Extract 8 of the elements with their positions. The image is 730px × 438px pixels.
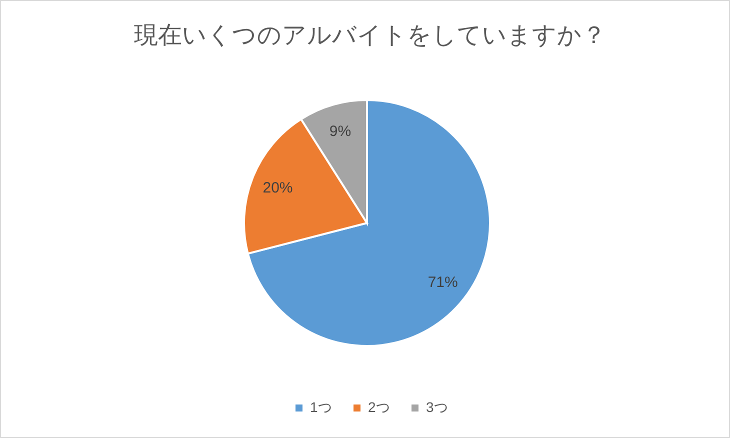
legend-label: 2つ	[368, 399, 390, 415]
legend-label: 3つ	[426, 399, 448, 415]
data-label: 9%	[329, 122, 352, 140]
legend-label: 1つ	[310, 399, 332, 415]
data-label: 20%	[262, 180, 293, 197]
chart-title: 現在いくつのアルバイトをしていますか？	[134, 22, 606, 49]
data-label: 71%	[428, 274, 458, 291]
pie-slice	[246, 99, 491, 347]
